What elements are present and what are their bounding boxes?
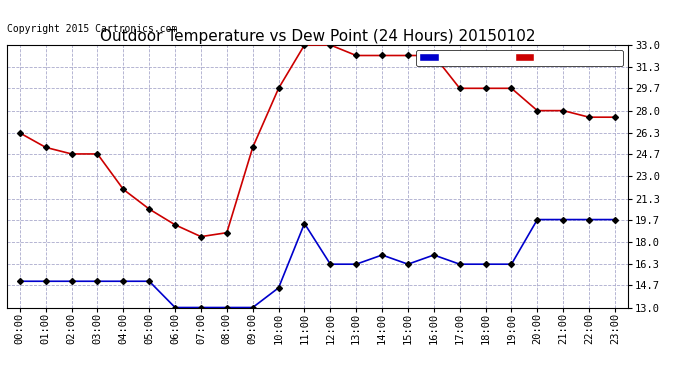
Legend: Dew Point (°F), Temperature (°F): Dew Point (°F), Temperature (°F) (416, 50, 623, 66)
Text: Copyright 2015 Cartronics.com: Copyright 2015 Cartronics.com (7, 24, 177, 34)
Title: Outdoor Temperature vs Dew Point (24 Hours) 20150102: Outdoor Temperature vs Dew Point (24 Hou… (99, 29, 535, 44)
